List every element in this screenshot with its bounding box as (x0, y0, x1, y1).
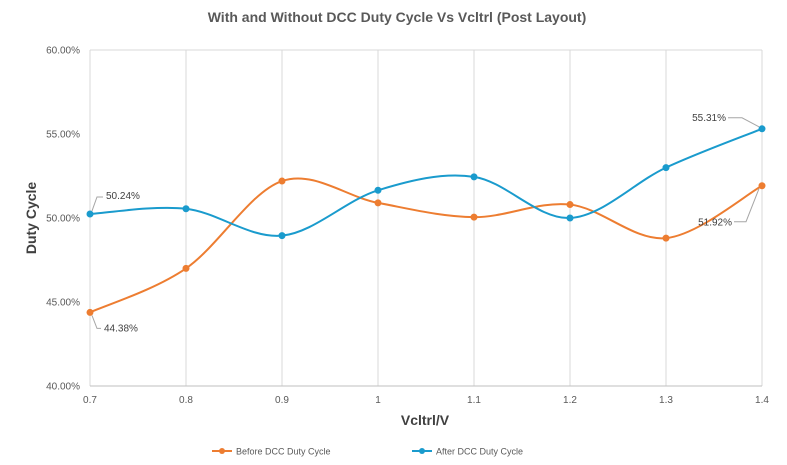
data-label: 50.24% (106, 191, 140, 202)
data-label: 55.31% (692, 113, 726, 124)
x-tick-label: 1.2 (563, 395, 577, 406)
data-point (182, 205, 190, 213)
data-point (662, 164, 670, 172)
data-point (470, 213, 478, 221)
x-tick-label: 1.3 (659, 395, 673, 406)
data-point (278, 177, 286, 185)
y-tick-label: 60.00% (46, 46, 80, 57)
axes: 0.7 0.8 0.9 1 1.1 1.2 1.3 1.4 40.00% 45.00% 50.00%… (46, 46, 769, 407)
data-point (470, 173, 478, 181)
data-point (566, 214, 574, 222)
x-tick-label: 1.1 (467, 395, 481, 406)
data-point (566, 201, 574, 209)
x-tick-label: 0.7 (83, 395, 97, 406)
data-label-group: 44.38% (91, 315, 138, 334)
legend-item: After DCC Duty Cycle (412, 447, 523, 457)
legend-marker (419, 448, 425, 454)
data-point (278, 232, 286, 240)
data-labels: 44.38% 51.92% 50.24% 55.31% (91, 113, 760, 334)
y-axis-title: Duty Cycle (23, 182, 39, 255)
data-point (758, 125, 766, 133)
data-label: 44.38% (104, 323, 138, 334)
x-tick-label: 0.9 (275, 395, 289, 406)
data-point (662, 234, 670, 242)
data-point (758, 182, 766, 190)
data-label-group: 51.92% (698, 188, 760, 229)
label-leader-line (734, 188, 760, 223)
label-leader-line (728, 117, 760, 128)
data-point (374, 186, 382, 194)
y-tick-label: 55.00% (46, 130, 80, 141)
legend-label: Before DCC Duty Cycle (236, 447, 331, 457)
series-after-dcc (86, 125, 766, 240)
x-axis-title: Vcltrl/V (401, 412, 450, 428)
y-tick-label: 40.00% (46, 382, 80, 393)
legend: Before DCC Duty Cycle After DCC Duty Cycl… (212, 447, 523, 457)
series-line (89, 127, 763, 237)
data-point (374, 199, 382, 207)
x-tick-label: 0.8 (179, 395, 193, 406)
chart-title: With and Without DCC Duty Cycle Vs Vcltr… (208, 9, 587, 25)
data-point (86, 308, 94, 316)
data-label-group: 55.31% (692, 113, 760, 128)
label-leader-line (91, 315, 101, 329)
series-layer (86, 125, 766, 316)
y-tick-label: 45.00% (46, 298, 80, 309)
data-label: 51.92% (698, 218, 732, 229)
x-tick-label: 1 (375, 395, 381, 406)
data-point (182, 264, 190, 272)
series-line (89, 177, 763, 314)
legend-label: After DCC Duty Cycle (436, 447, 523, 457)
data-label-group: 50.24% (91, 191, 140, 212)
legend-marker (219, 448, 225, 454)
data-point (86, 210, 94, 218)
y-tick-label: 50.00% (46, 214, 80, 225)
label-leader-line (91, 196, 103, 212)
legend-item: Before DCC Duty Cycle (212, 447, 331, 457)
series-before-dcc (86, 177, 766, 316)
x-tick-label: 1.4 (755, 395, 769, 406)
